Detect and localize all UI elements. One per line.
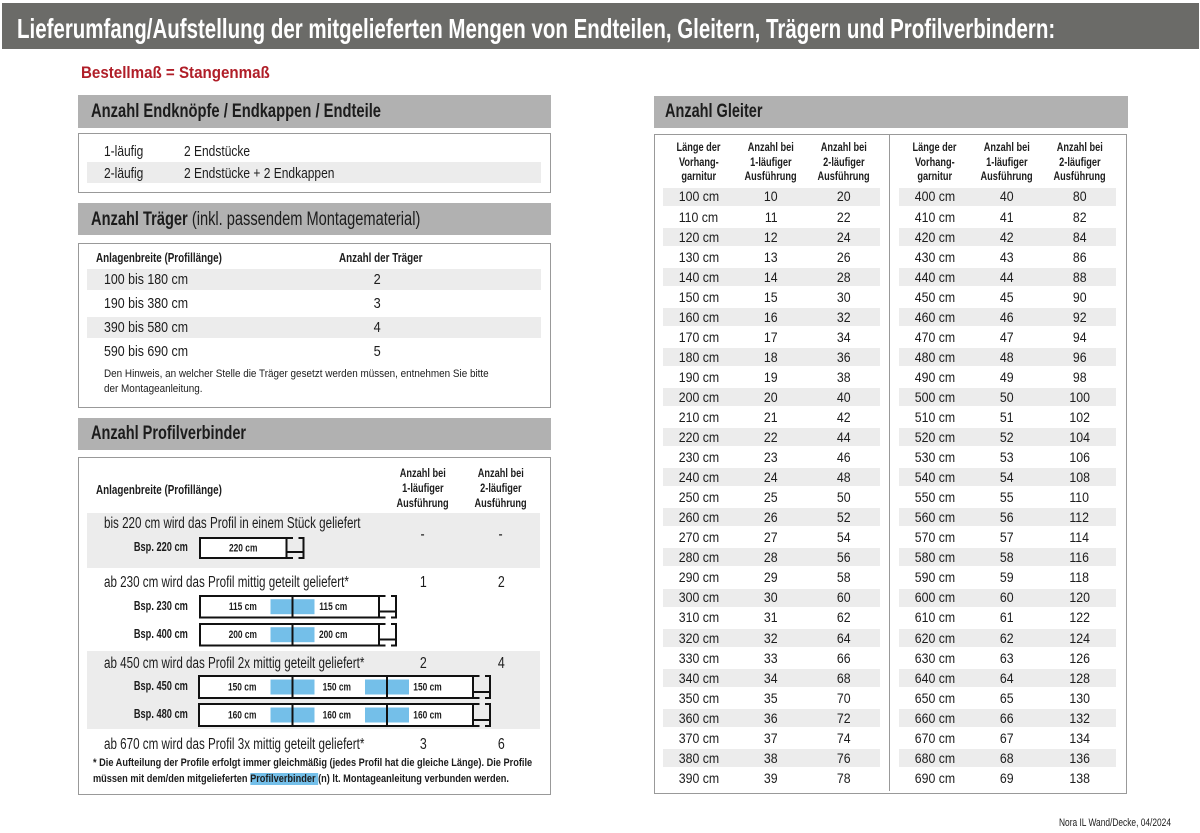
svg-text:150 cm: 150 cm [228, 681, 257, 693]
svg-text:200 cm: 200 cm [229, 629, 258, 641]
svg-text:115 cm: 115 cm [229, 601, 257, 613]
svg-text:150 cm: 150 cm [323, 681, 352, 693]
svg-text:160 cm: 160 cm [323, 709, 352, 721]
svg-text:115 cm: 115 cm [319, 601, 347, 613]
svg-text:220 cm: 220 cm [229, 542, 258, 554]
svg-text:160 cm: 160 cm [228, 709, 257, 721]
svg-text:150 cm: 150 cm [413, 681, 442, 693]
svg-text:160 cm: 160 cm [413, 709, 442, 721]
svg-text:200 cm: 200 cm [319, 629, 348, 641]
